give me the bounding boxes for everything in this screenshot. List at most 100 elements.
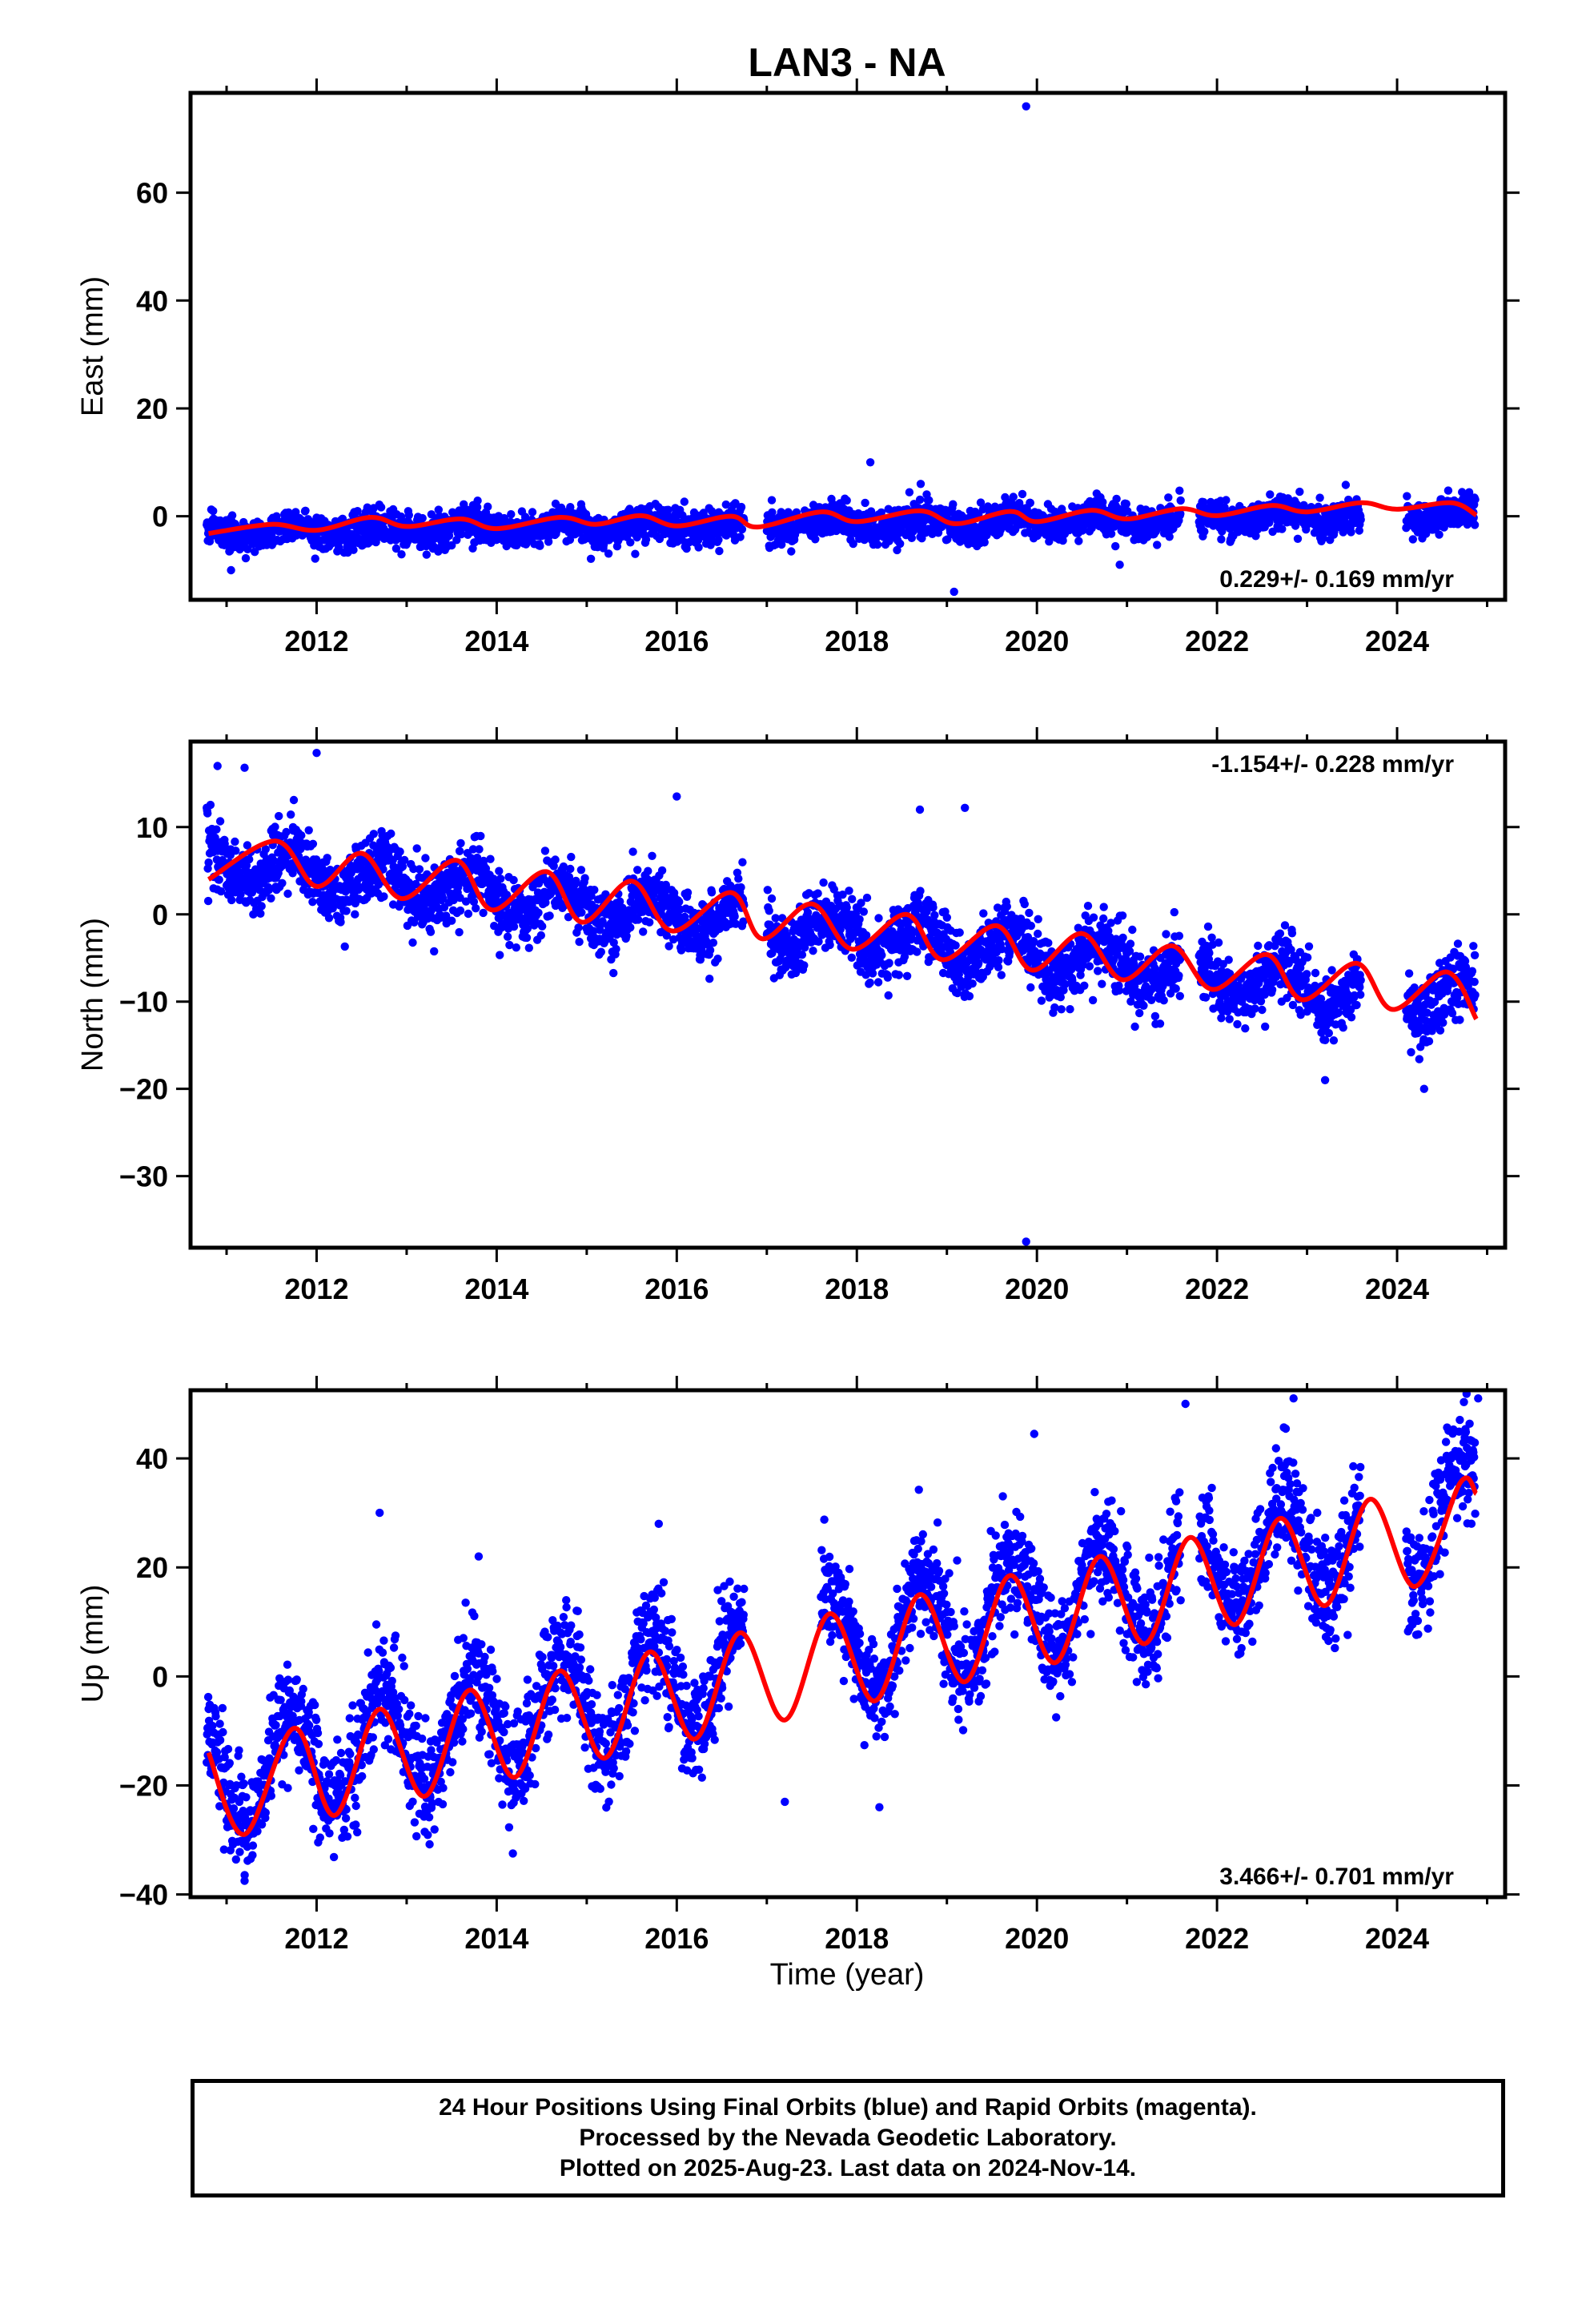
north-data-point xyxy=(455,927,464,937)
east-data-point xyxy=(1403,492,1411,501)
east-data-point xyxy=(736,533,745,541)
north-data-point xyxy=(396,847,404,856)
east-data-point xyxy=(427,510,436,519)
east-data-point xyxy=(1074,537,1083,545)
north-data-point xyxy=(645,918,654,927)
north-data-point xyxy=(495,866,504,875)
east-data-point xyxy=(925,496,934,505)
east-data-point xyxy=(714,535,723,545)
north-data-point xyxy=(509,922,519,931)
east-outlier-point xyxy=(1022,102,1030,111)
east-data-point xyxy=(586,554,596,563)
east-data-point xyxy=(448,541,456,550)
north-data-point xyxy=(862,893,872,903)
east-data-point xyxy=(631,549,640,558)
north-data-point xyxy=(289,795,299,805)
north-data-point xyxy=(408,938,417,947)
east-data-point xyxy=(1009,493,1018,501)
east-data-point xyxy=(349,545,358,554)
north-data-point xyxy=(267,894,275,903)
north-data-point xyxy=(456,906,465,915)
north-data-point xyxy=(464,909,473,919)
north-data-point xyxy=(574,923,583,932)
north-data-point xyxy=(496,875,505,883)
east-data-point xyxy=(338,514,347,523)
north-data-point xyxy=(859,907,869,916)
north-data-point xyxy=(212,825,221,834)
north-data-point xyxy=(677,946,686,955)
north-data-point xyxy=(512,943,520,952)
east-data-point xyxy=(1315,493,1324,502)
north-data-point xyxy=(297,831,306,840)
north-data-point xyxy=(496,951,504,959)
east-data-point xyxy=(767,496,777,505)
north-data-point xyxy=(227,895,236,905)
east-data-point xyxy=(376,503,386,512)
east-data-point xyxy=(896,539,905,549)
east-data-point xyxy=(311,554,319,563)
north-data-point xyxy=(873,978,883,987)
east-outlier-point xyxy=(1115,561,1124,569)
north-data-point xyxy=(730,912,739,921)
east-y-tick-label: 0 xyxy=(152,501,168,533)
north-data-point xyxy=(819,878,828,887)
figure-title: LAN3 - NA xyxy=(748,40,946,85)
north-data-point xyxy=(566,864,575,874)
north-data-point xyxy=(705,946,715,955)
east-data-point xyxy=(1200,527,1209,536)
east-data-point xyxy=(1293,534,1303,543)
east-data-point xyxy=(715,546,724,556)
east-data-point xyxy=(787,547,796,556)
north-data-point xyxy=(800,961,809,970)
east-data-point xyxy=(397,550,406,559)
east-data-point xyxy=(422,550,431,559)
north-data-point xyxy=(683,888,693,897)
north-data-point xyxy=(426,927,436,936)
east-data-point xyxy=(737,525,747,534)
east-data-point xyxy=(1164,493,1173,502)
north-data-point xyxy=(580,874,589,883)
east-data-point xyxy=(1176,496,1185,505)
north-data-point xyxy=(874,914,883,923)
north-data-point xyxy=(763,886,772,895)
east-data-point xyxy=(452,536,461,545)
north-data-point xyxy=(336,918,345,927)
north-data-point xyxy=(705,975,714,983)
east-x-tick-label: 2014 xyxy=(464,625,528,657)
north-data-point xyxy=(865,978,874,987)
north-data-point xyxy=(540,846,550,855)
north-data-point xyxy=(204,858,213,867)
north-data-point xyxy=(304,826,313,835)
east-data-point xyxy=(1435,530,1443,539)
north-data-point xyxy=(813,889,822,898)
east-data-point xyxy=(528,508,537,517)
north-data-point xyxy=(738,858,747,866)
north-points xyxy=(203,749,1480,1246)
east-data-point xyxy=(434,505,443,514)
north-data-point xyxy=(475,845,484,854)
east-data-point xyxy=(353,507,362,516)
east-data-point xyxy=(949,500,958,509)
north-data-point xyxy=(472,904,480,913)
east-data-point xyxy=(1278,525,1287,533)
north-data-point xyxy=(626,923,635,932)
east-data-point xyxy=(685,537,694,547)
north-data-point xyxy=(287,810,295,819)
north-data-point xyxy=(479,908,488,918)
east-data-point xyxy=(1026,498,1035,508)
east-data-point xyxy=(980,538,989,547)
east-data-point xyxy=(893,545,901,555)
north-data-point xyxy=(847,953,857,963)
north-data-point xyxy=(448,916,456,925)
east-data-point xyxy=(209,506,218,516)
north-data-point xyxy=(855,915,864,924)
north-data-point xyxy=(567,852,576,862)
north-data-point xyxy=(509,875,518,885)
north-data-point xyxy=(538,922,547,931)
east-data-point xyxy=(473,497,482,505)
east-data-point xyxy=(1217,535,1226,544)
east-data-point xyxy=(694,543,703,552)
north-data-point xyxy=(324,914,334,923)
north-data-point xyxy=(845,887,853,895)
east-rate-label: 0.229+/- 0.169 mm/yr xyxy=(1219,566,1454,593)
